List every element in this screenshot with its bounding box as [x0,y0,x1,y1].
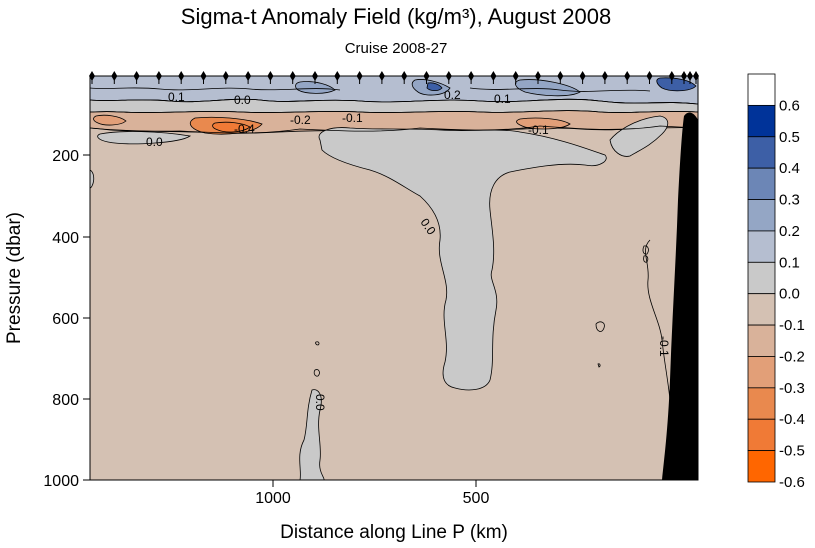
colorbar-tick-label: 0.4 [779,160,800,177]
contour-label: -0.2 [290,113,311,127]
contour-label: 0.1 [494,92,511,106]
contour-label: -0.4 [234,122,255,136]
contour-label: -0.1 [342,111,363,125]
colorbar-swatch [747,73,776,106]
contour-label: -0.1 [528,123,549,137]
positive-anomaly-core-d [426,82,443,92]
lower-tongue [299,389,325,481]
x-tick-label: 500 [463,490,490,507]
colorbar-tick-label: 0.5 [779,129,800,146]
colorbar-tick-label: -0.5 [779,443,805,460]
colorbar-tick-label: -0.3 [779,380,805,397]
colorbar-tick-label: -0.6 [779,474,805,491]
contour-label: 0.2 [444,88,461,102]
contour-lines [89,87,699,401]
near-zero-anomaly-regions [89,115,669,481]
chart-title: Sigma-t Anomaly Field (kg/m³), August 20… [181,4,611,29]
colorbar-tick-label: -0.1 [779,317,805,334]
contour-label: -0.1 [657,336,671,357]
contour-label: 0.0 [313,394,327,411]
contour-label: 0.0 [234,93,251,107]
colorbar-swatch [747,324,776,357]
colorbar-swatch [747,418,776,452]
contour-label: 0.1 [168,90,185,104]
colorbar-swatch [747,387,776,420]
chart-subtitle: Cruise 2008-27 [345,40,448,57]
positive-anomaly-core-b [515,79,581,97]
strongest-negative-anomaly-core [212,121,251,133]
colorbar-swatch [747,230,776,263]
colorbar-tick-label: -0.4 [779,411,805,428]
colorbar-tick-label: -0.2 [779,348,805,365]
colorbar-tick-label: 0.0 [779,286,800,303]
colorbar-swatch [747,293,776,326]
contour-labels: 0.1 0.0 -0.2 -0.1 0.2 0.1 -0.4 0.0 -0.1 … [146,88,671,411]
positive-anomaly-core-c [295,81,336,94]
colorbar-swatch [747,450,776,483]
colorbar-tick-label: 0.1 [779,254,800,271]
contour-label: 0.0 [146,135,163,149]
colorbar-swatch [747,136,776,169]
x-axis: 1000 500 Distance along Line P (km) [255,480,508,543]
colorbar-swatch [747,199,776,232]
shallow-west-patch [97,131,192,145]
colorbar-swatch [747,261,776,295]
y-axis-label: Pressure (dbar) [4,212,25,344]
colorbar-swatch [747,104,776,138]
colorbar-swatch [747,167,776,200]
bathymetry-slope [662,112,698,480]
colorbar: 0.6 0.5 0.4 0.3 0.2 0.1 0.0 -0.1 -0.2 -0.3 -0.4 -0.… [747,73,805,491]
colorbar-tick-label: 0.6 [779,97,800,114]
colorbar-tick-label: 0.2 [779,223,800,240]
negative-anomaly-core-west [93,114,127,126]
positive-anomaly-core-e [656,77,697,92]
plot-area: 0.1 0.0 -0.2 -0.1 0.2 0.1 -0.4 0.0 -0.1 … [89,71,699,481]
x-axis-label: Distance along Line P (km) [280,522,508,543]
y-tick-label: 600 [52,311,79,328]
y-tick-label: 200 [52,148,79,165]
surface-anomaly-bands [89,75,699,135]
y-tick-label: 1000 [43,473,79,490]
x-tick-label: 1000 [255,490,291,507]
east-shelf-patch [609,115,669,157]
y-tick-label: 400 [52,230,79,247]
y-tick-label: 800 [52,392,79,409]
colorbar-tick-label: 0.3 [779,192,800,209]
station-markers [89,71,699,84]
colorbar-swatch [747,356,776,389]
central-plume [318,127,607,391]
negative-anomaly-core-east [516,117,571,130]
y-axis: 200 400 600 800 1000 Pressure (dbar) [4,148,90,490]
plot-frame [89,75,699,481]
